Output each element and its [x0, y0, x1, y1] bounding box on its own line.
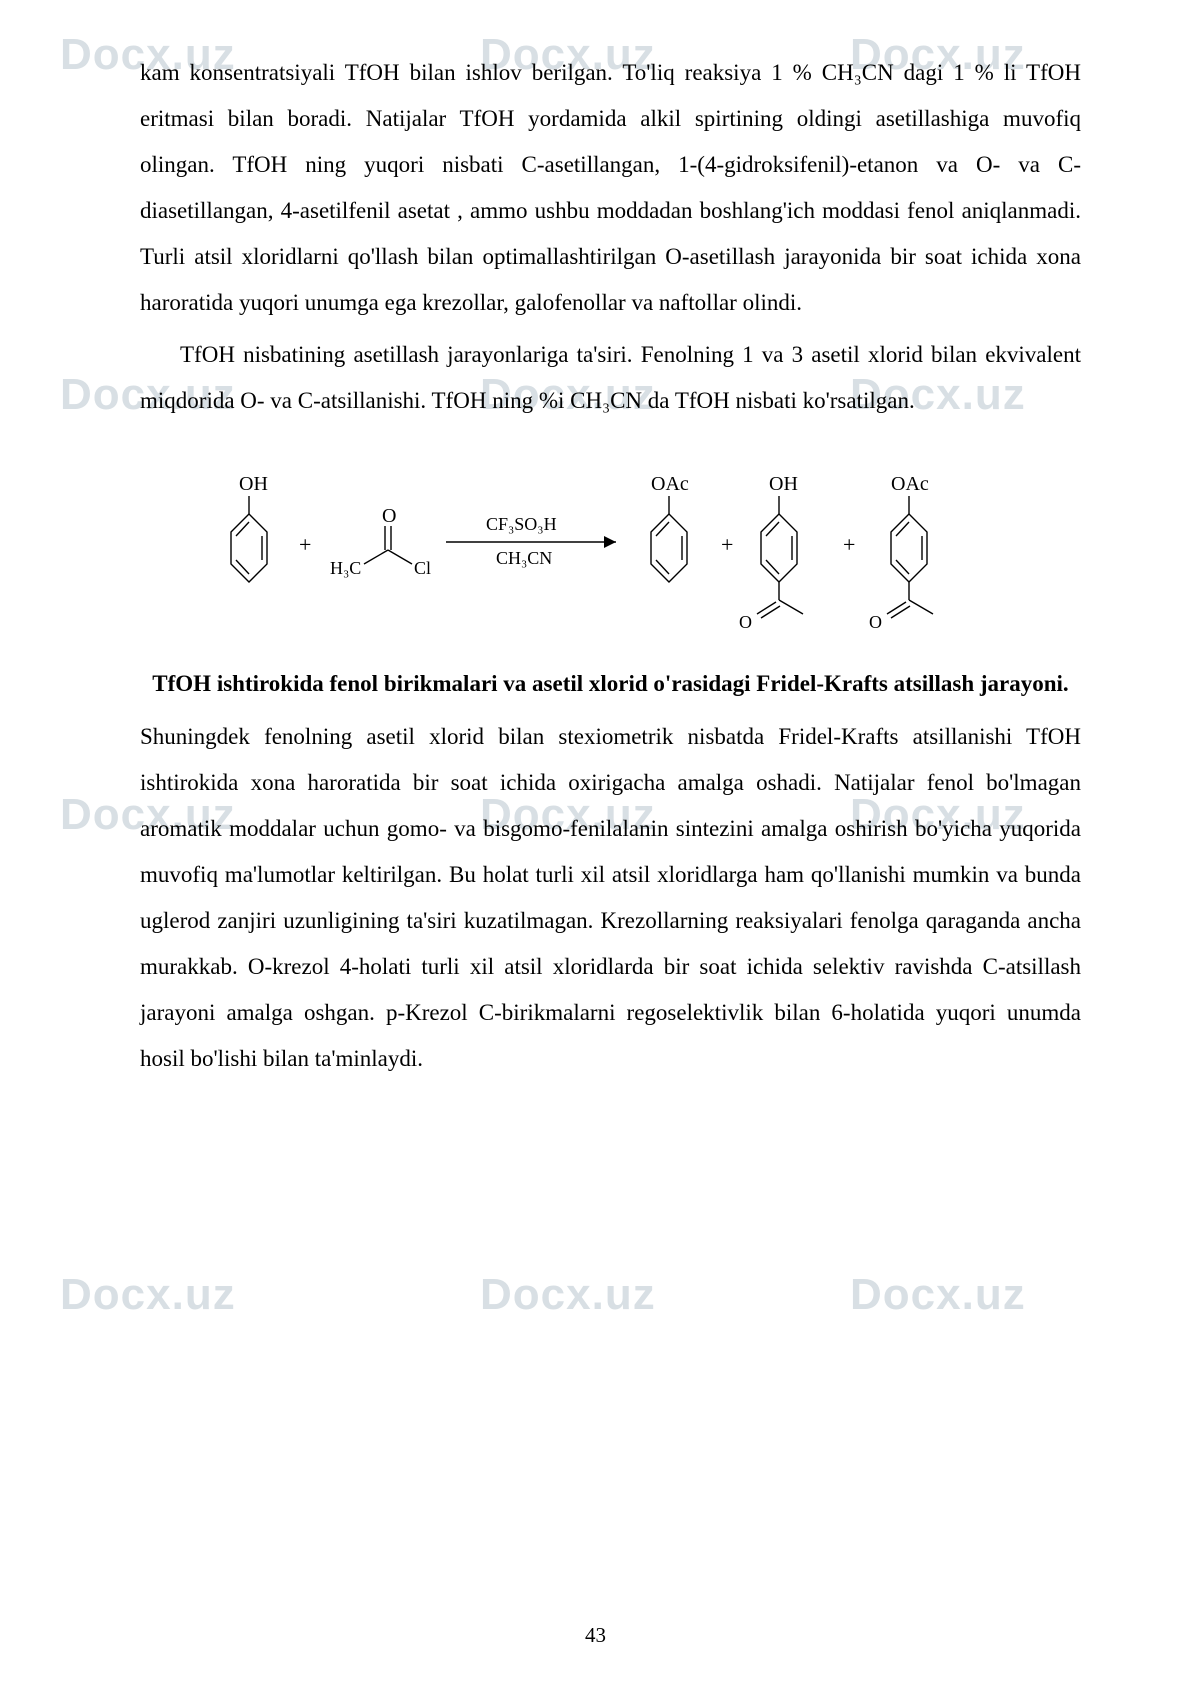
- plus-1: +: [299, 532, 311, 557]
- label-oac-1: OAc: [651, 473, 689, 495]
- label-cl: Cl: [414, 558, 431, 578]
- watermark: Docx.uz: [480, 1270, 656, 1320]
- label-oh: OH: [239, 473, 268, 495]
- label-oac-3: OAc: [891, 473, 929, 495]
- arrow-top-label: CF₃SO₃H: [486, 514, 557, 534]
- paragraph-1: kam konsentratsiyali TfOH bilan ishlov b…: [140, 50, 1081, 326]
- page-number: 43: [0, 1623, 1191, 1648]
- watermark: Docx.uz: [60, 1270, 236, 1320]
- chemical-scheme: OH + H₃C O: [140, 442, 1081, 647]
- paragraph-3: Shuningdek fenolning asetil xlorid bilan…: [140, 714, 1081, 1082]
- plus-2: +: [721, 532, 733, 557]
- paragraph-2: TfOH nisbatining asetillash jarayonlarig…: [140, 332, 1081, 424]
- label-o-2: O: [739, 612, 752, 632]
- scheme-heading: TfOH ishtirokida fenol birikmalari va as…: [140, 663, 1081, 704]
- arrow-bottom-label: CH₃CN: [496, 548, 552, 568]
- label-h3c: H₃C: [330, 558, 361, 578]
- label-oh-2: OH: [769, 473, 798, 495]
- label-o: O: [382, 505, 396, 527]
- label-o-3: O: [869, 612, 882, 632]
- watermark: Docx.uz: [850, 1270, 1026, 1320]
- plus-3: +: [843, 532, 855, 557]
